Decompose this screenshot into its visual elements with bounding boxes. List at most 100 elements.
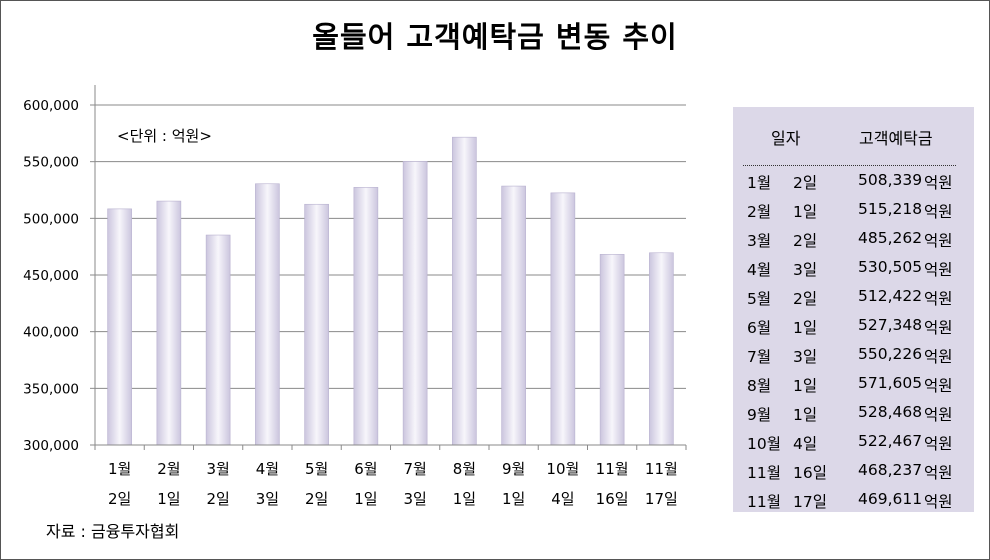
row-unit: 억원 [924, 232, 953, 250]
bar [156, 200, 182, 446]
x-tick-label: 2월 [157, 460, 180, 478]
bar [304, 203, 329, 446]
row-month: 11월 [747, 464, 781, 482]
row-month: 7월 [747, 348, 772, 366]
x-tick-label: 2일 [206, 490, 229, 508]
x-tick-label: 2일 [108, 490, 131, 508]
y-tick-label: 600,000 [23, 98, 79, 114]
x-tick-label: 4일 [551, 490, 574, 508]
bar [550, 192, 576, 446]
row-value: 468,237 [858, 461, 923, 479]
y-tick-label: 300,000 [23, 438, 79, 454]
row-month: 4월 [747, 261, 772, 279]
row-unit: 억원 [924, 290, 953, 308]
x-tick-label: 16일 [596, 490, 629, 508]
table-row: 3월 2일 485,262 억원 [733, 229, 974, 258]
chart-title: 올들어 고객예탁금 변동 추이 [312, 20, 678, 54]
row-unit: 억원 [924, 464, 953, 482]
table-row: 11월 17일 469,611 억원 [733, 490, 974, 519]
x-tick-label: 3월 [206, 460, 229, 478]
row-month: 5월 [747, 290, 772, 308]
table-row: 8월 1일 571,605 억원 [733, 374, 974, 403]
bar [402, 161, 428, 446]
row-day: 3일 [793, 261, 818, 279]
table-row: 7월 3일 550,226 억원 [733, 345, 974, 374]
table-row: 11월 16일 468,237 억원 [733, 461, 974, 490]
x-tick-label: 7월 [403, 460, 426, 478]
row-day: 1일 [793, 377, 818, 395]
x-tick-label: 6월 [354, 460, 377, 478]
row-day: 3일 [793, 348, 818, 366]
table-header-value: 고객예탁금 [859, 129, 933, 148]
row-unit: 억원 [924, 319, 953, 337]
row-value: 528,468 [858, 403, 923, 421]
row-unit: 억원 [924, 203, 953, 221]
row-unit: 억원 [924, 406, 953, 424]
row-day: 1일 [793, 319, 818, 337]
row-unit: 억원 [924, 261, 953, 279]
bar [649, 252, 674, 446]
row-day: 4일 [793, 435, 818, 453]
x-tick-label: 17일 [645, 490, 678, 508]
row-month: 9월 [747, 406, 772, 424]
x-tick-label: 3일 [256, 490, 279, 508]
x-tick-label: 1월 [108, 460, 131, 478]
bar [205, 234, 231, 446]
row-value: 571,605 [858, 374, 923, 392]
x-tick-label: 9월 [502, 460, 525, 478]
row-unit: 억원 [924, 493, 953, 511]
source-note: 자료 : 금융투자협회 [46, 522, 180, 541]
x-tick-label: 8월 [453, 460, 476, 478]
row-day: 17일 [793, 493, 827, 511]
row-value: 512,422 [858, 287, 923, 305]
x-tick-label: 3일 [403, 490, 426, 508]
row-value: 485,262 [858, 229, 923, 247]
row-unit: 억원 [924, 377, 953, 395]
row-unit: 억원 [924, 174, 953, 192]
row-unit: 억원 [924, 348, 953, 366]
row-month: 8월 [747, 377, 772, 395]
x-tick-label: 1일 [453, 490, 476, 508]
x-tick-label: 1일 [157, 490, 180, 508]
row-day: 2일 [793, 290, 818, 308]
row-day: 2일 [793, 232, 818, 250]
table-row: 9월 1일 528,468 억원 [733, 403, 974, 432]
x-tick-label: 5월 [305, 460, 328, 478]
bar [107, 208, 132, 446]
x-tick-label: 4월 [256, 460, 279, 478]
row-month: 3월 [747, 232, 772, 250]
x-tick-label: 1일 [502, 490, 525, 508]
row-value: 515,218 [858, 200, 923, 218]
data-table: 일자 고객예탁금 1월 2일 508,339 억원 2월 1일 515,218 억원 3월 2일 4… [733, 107, 974, 512]
bar [255, 183, 280, 446]
unit-note: <단위 : 억원> [117, 127, 212, 145]
bar [452, 136, 477, 446]
row-month: 1월 [747, 174, 772, 192]
row-month: 11월 [747, 493, 781, 511]
row-month: 10월 [747, 435, 781, 453]
row-value: 530,505 [858, 258, 923, 276]
table-row: 10월 4일 522,467 억원 [733, 432, 974, 461]
x-tick-label: 11월 [645, 460, 678, 478]
row-day: 2일 [793, 174, 818, 192]
row-month: 6월 [747, 319, 772, 337]
row-value: 508,339 [858, 171, 923, 189]
x-tick-label: 1일 [354, 490, 377, 508]
row-month: 2월 [747, 203, 772, 221]
table-row: 2월 1일 515,218 억원 [733, 200, 974, 229]
x-tick-label: 2일 [305, 490, 328, 508]
y-tick-label: 400,000 [23, 325, 79, 341]
x-tick-label: 11월 [596, 460, 629, 478]
y-tick-label: 550,000 [23, 155, 79, 171]
table-row: 5월 2일 512,422 억원 [733, 287, 974, 316]
y-tick-label: 450,000 [23, 268, 79, 284]
y-tick-label: 350,000 [23, 381, 79, 397]
y-tick-label: 500,000 [23, 211, 79, 227]
row-day: 1일 [793, 203, 818, 221]
row-value: 522,467 [858, 432, 923, 450]
row-unit: 억원 [924, 435, 953, 453]
table-divider [743, 165, 956, 166]
bar [353, 187, 379, 446]
bar [599, 254, 625, 446]
